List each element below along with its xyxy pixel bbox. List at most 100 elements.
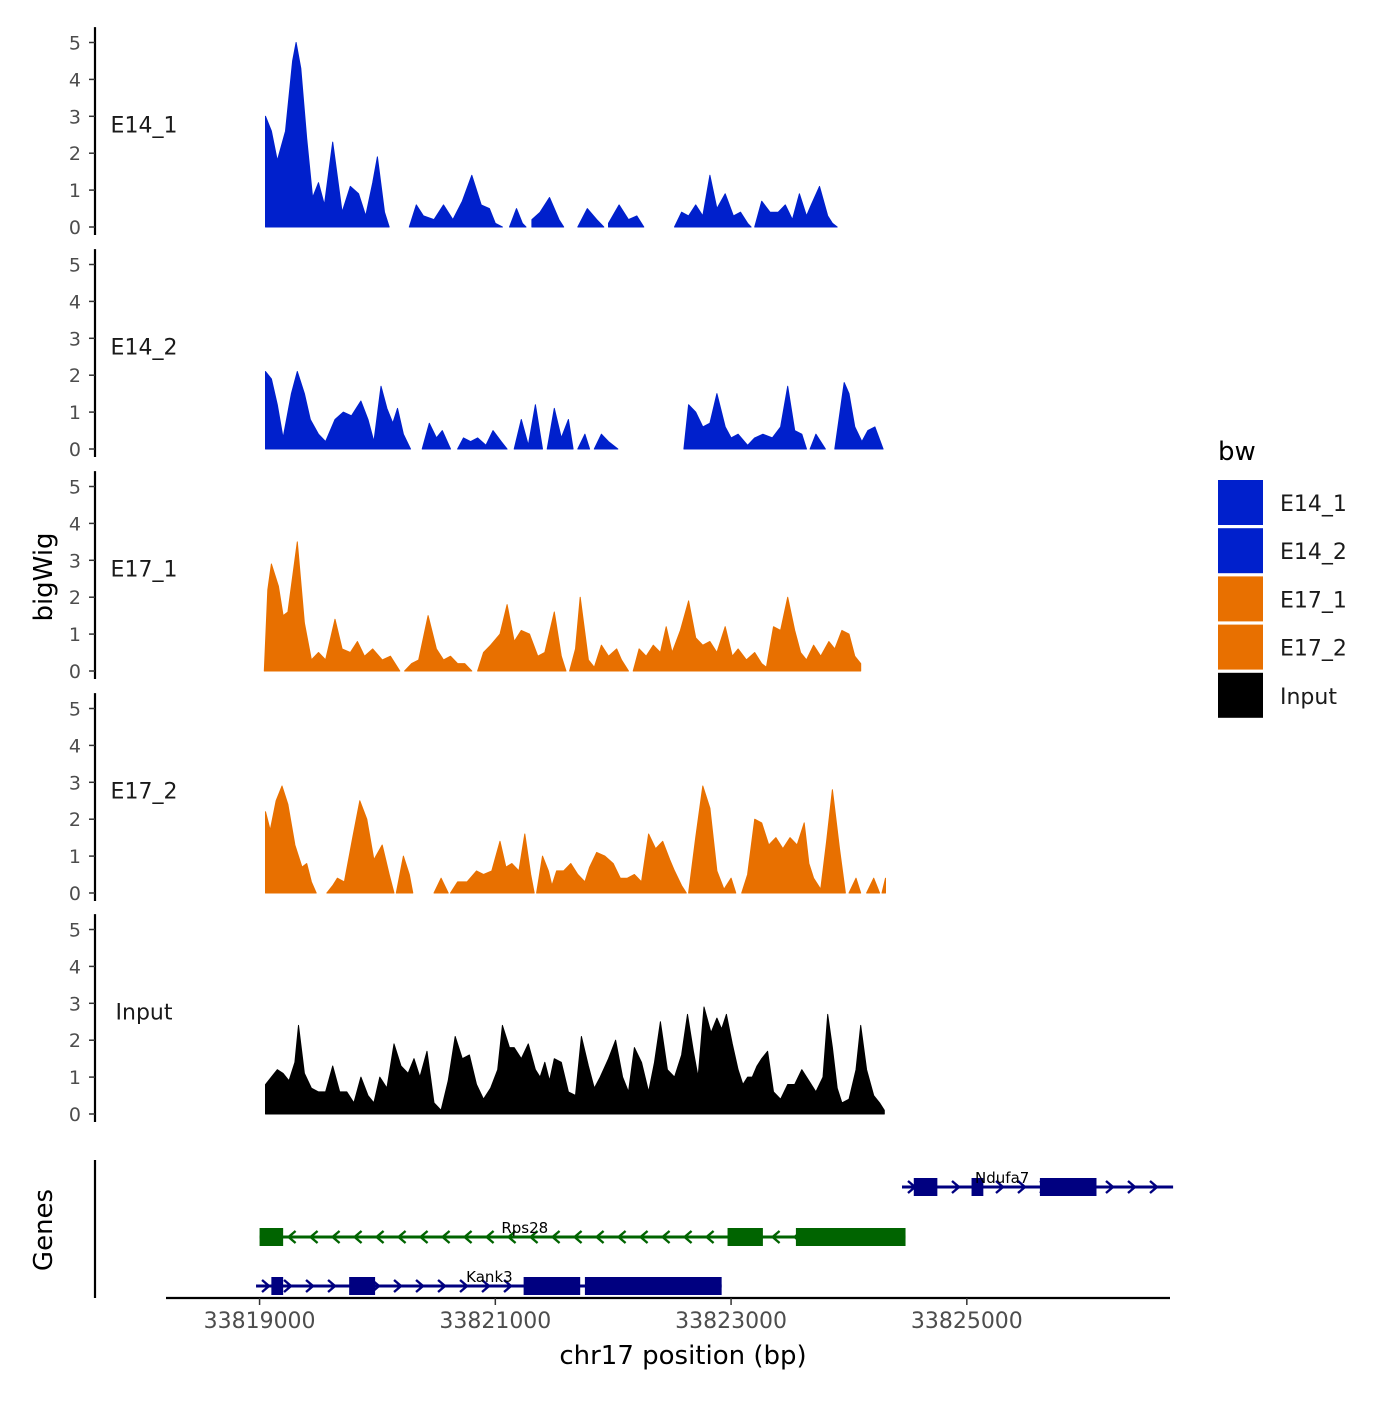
genes-panel: Ndufa7 Rps28 Kank3 [93, 1160, 1174, 1298]
y-tick-label: 3 [69, 328, 81, 350]
y-tick-label: 1 [69, 846, 81, 868]
y-tick-label: 4 [69, 513, 81, 535]
strand-arrow [1149, 1180, 1159, 1194]
y-tick-label: 1 [69, 1067, 81, 1089]
y-tick-label: 2 [69, 587, 81, 609]
gene-exon [523, 1277, 581, 1295]
legend-label: E14_1 [1280, 492, 1347, 517]
strand-arrow [506, 1230, 517, 1244]
coverage-area [265, 785, 317, 894]
gene-exon [1039, 1178, 1097, 1196]
y-tick-label: 0 [69, 883, 81, 905]
track-e14-1: 0 1 2 3 4 5 E14_1 [69, 27, 838, 239]
strand-arrow [261, 1279, 271, 1293]
gene-exon [913, 1178, 938, 1196]
y-tick-label: 3 [69, 550, 81, 572]
legend-key [1218, 528, 1263, 574]
gene-kank3: Kank3 [256, 1268, 722, 1295]
y-tick-label: 1 [69, 624, 81, 646]
y-tick-label: 0 [69, 1104, 81, 1126]
coverage-area [450, 833, 535, 894]
gene-label: Kank3 [466, 1268, 513, 1286]
y-tick-label: 5 [69, 33, 81, 55]
strand-arrow [396, 1230, 407, 1244]
track-label: E17_1 [111, 557, 178, 582]
strand-arrow [660, 1230, 671, 1244]
y-tick-label: 2 [69, 365, 81, 387]
gene-exon [271, 1277, 284, 1295]
coverage-area [531, 197, 565, 228]
gene-rps28: Rps28 [259, 1219, 906, 1246]
coverage-area [632, 596, 862, 672]
coverage-area [848, 877, 862, 894]
legend-key [1218, 672, 1263, 718]
coverage-area [265, 371, 411, 450]
strand-arrow [305, 1279, 315, 1293]
strand-arrow [308, 1230, 319, 1244]
coverage-area [536, 833, 687, 894]
strand-arrow [418, 1230, 429, 1244]
gene-label: Ndufa7 [975, 1169, 1029, 1187]
strand-arrow [682, 1230, 693, 1244]
coverage-area [834, 382, 884, 450]
coverage-area [754, 185, 838, 228]
coverage-area [433, 877, 449, 894]
strand-arrow [484, 1230, 495, 1244]
coverage-area [509, 208, 527, 228]
coverage-panels: 0 1 2 3 4 5 E14_1 0 1 2 3 4 5 E14_2 0 1 2 3 4 5 E17_1 0 1 2 3 4 5 E… [69, 27, 886, 1126]
coverage-area [593, 433, 619, 450]
gene-exon [259, 1228, 284, 1246]
legend-title: bw [1218, 437, 1256, 467]
strand-arrow [330, 1230, 341, 1244]
strand-arrow [462, 1230, 473, 1244]
strand-arrow [1017, 1180, 1027, 1194]
coverage-area [408, 174, 503, 228]
strand-arrow [1127, 1180, 1137, 1194]
strand-arrow [437, 1279, 447, 1293]
x-tick-label: 33819000 [204, 1309, 316, 1334]
coverage-area [404, 615, 473, 672]
y-tick-label: 5 [69, 699, 81, 721]
y-tick-label: 4 [69, 735, 81, 757]
strand-arrow [503, 1279, 513, 1293]
y-tick-label: 2 [69, 809, 81, 831]
y-tick-label: 4 [69, 291, 81, 313]
y-tick-label: 0 [69, 217, 81, 239]
gene-exon [971, 1178, 984, 1196]
coverage-area [809, 433, 826, 450]
strand-arrow [638, 1230, 649, 1244]
gene-ndufa7: Ndufa7 [901, 1169, 1174, 1196]
coverage-area [569, 596, 629, 672]
x-tick-label: 33825000 [911, 1309, 1023, 1334]
coverage-area [265, 1006, 885, 1115]
y-tick-label: 2 [69, 1030, 81, 1052]
strand-arrow [374, 1230, 385, 1244]
gene-exon [795, 1228, 906, 1246]
coverage-area [477, 604, 567, 672]
y-tick-label: 4 [69, 956, 81, 978]
y-tick-label: 3 [69, 106, 81, 128]
legend-key [1218, 576, 1263, 622]
strand-arrow [995, 1180, 1005, 1194]
strand-arrow [1105, 1180, 1115, 1194]
strand-arrow [459, 1279, 469, 1293]
strand-arrow [286, 1230, 297, 1244]
y-tick-label: 2 [69, 143, 81, 165]
legend-key [1218, 624, 1263, 670]
coverage-area [457, 430, 508, 450]
track-label: E14_1 [111, 113, 178, 138]
y-tick-label: 1 [69, 180, 81, 202]
coverage-area [688, 785, 737, 894]
y-tick-label: 0 [69, 439, 81, 461]
track-e17-2: 0 1 2 3 4 5 E17_2 [69, 693, 886, 905]
x-tick-label: 33823000 [675, 1309, 787, 1334]
x-axis: 33819000 33821000 33823000 33825000 [166, 1296, 1170, 1334]
legend: bw E14_1 E14_2 E17_1 E17_2 Input [1218, 437, 1347, 718]
strand-arrow [616, 1230, 627, 1244]
coverage-area [881, 877, 886, 894]
gene-label: Rps28 [501, 1219, 548, 1237]
y-tick-label: 4 [69, 69, 81, 91]
strand-arrow [352, 1230, 363, 1244]
y-tick-label: 5 [69, 255, 81, 277]
